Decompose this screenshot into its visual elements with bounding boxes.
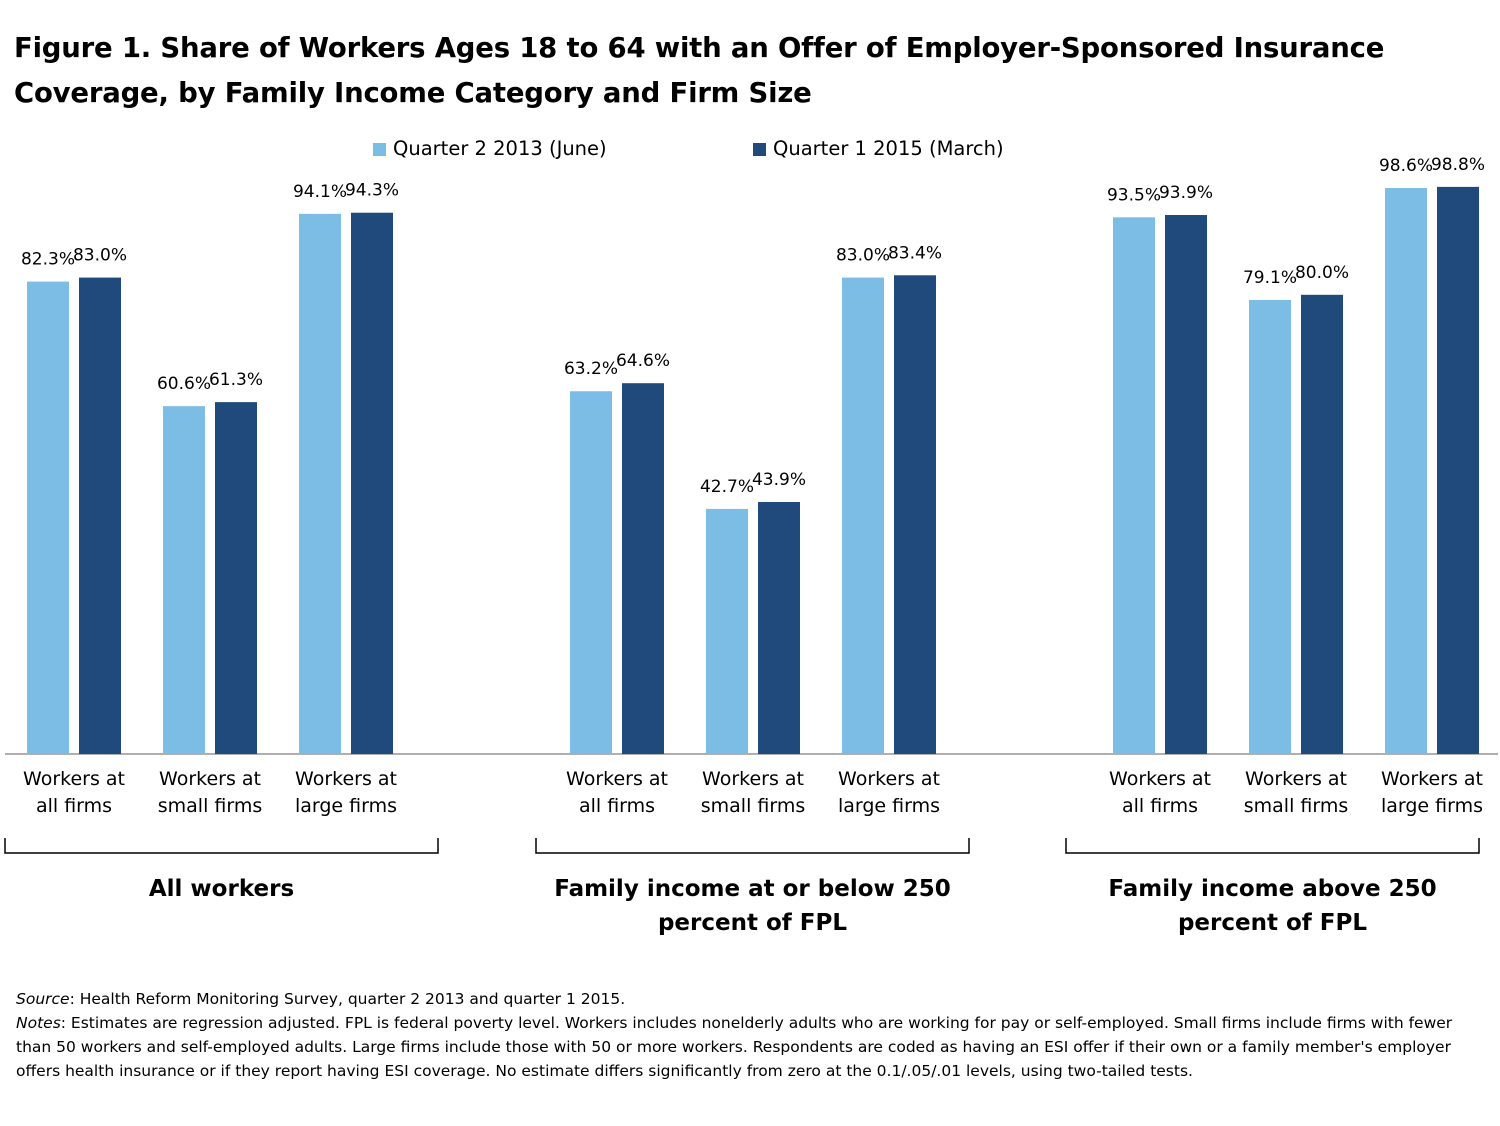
data-label-group1-cat2-series2: 61.3% — [209, 370, 263, 390]
category-label-group3-cat2: Workers at — [1245, 768, 1347, 790]
bar-group2-cat2-series1 — [706, 508, 748, 754]
bar-group2-cat3-series2 — [894, 275, 936, 754]
data-label-group1-cat2-series1: 60.6% — [157, 374, 211, 394]
data-label-group3-cat3-series1: 98.6% — [1379, 156, 1433, 176]
category-label-group1-cat3: Workers at — [295, 768, 397, 790]
chart-title: Figure 1. Share of Workers Ages 18 to 64… — [14, 32, 1385, 109]
data-label-group2-cat3-series1: 83.0% — [836, 246, 890, 266]
group-label-1: All workers — [149, 876, 294, 902]
data-label-group3-cat2-series2: 80.0% — [1295, 263, 1349, 283]
notes-text: : Estimates are regression adjusted. FPL… — [16, 1014, 1453, 1080]
bar-group3-cat3-series2 — [1437, 186, 1479, 754]
category-label-group2-cat3: Workers at — [838, 768, 940, 790]
data-label-group3-cat1-series2: 93.9% — [1159, 183, 1213, 203]
data-label-group2-cat3-series2: 83.4% — [888, 243, 942, 263]
category-label-group1-cat2: Workers at — [159, 768, 261, 790]
notes-note: Notes: Estimates are regression adjusted… — [16, 1011, 1486, 1083]
bar-group2-cat2-series2 — [758, 502, 800, 754]
legend-swatch-series-1 — [373, 142, 386, 156]
category-label-group2-cat1: all firms — [579, 795, 655, 817]
legend-label-series-2: Quarter 1 2015 (March) — [773, 137, 1004, 160]
data-label-group2-cat2-series2: 43.9% — [752, 470, 806, 490]
category-label-group1-cat3: large firms — [295, 795, 397, 817]
category-label-group3-cat3: large firms — [1381, 795, 1483, 817]
category-label-group2-cat2: Workers at — [702, 768, 804, 790]
legend-label-series-1: Quarter 2 2013 (June) — [393, 137, 607, 160]
bar-group2-cat3-series1 — [842, 277, 884, 754]
bar-group1-cat3-series2 — [351, 212, 393, 754]
bar-group1-cat2-series1 — [163, 406, 205, 754]
category-label-group3-cat3: Workers at — [1381, 768, 1483, 790]
group-label-2: Family income at or below 250 — [554, 876, 951, 902]
data-label-group2-cat1-series2: 64.6% — [616, 351, 670, 371]
notes-label: Notes — [16, 1014, 61, 1032]
data-label-group2-cat2-series1: 42.7% — [700, 477, 754, 497]
data-label-group3-cat1-series1: 93.5% — [1107, 185, 1161, 205]
bar-group1-cat2-series2 — [215, 402, 257, 754]
group-bracket-1 — [4, 838, 439, 854]
category-label-group1-cat1: Workers at — [23, 768, 125, 790]
data-label-group3-cat3-series2: 98.8% — [1431, 155, 1485, 175]
bar-group3-cat2-series1 — [1249, 299, 1291, 754]
bar-group3-cat1-series1 — [1113, 217, 1155, 754]
legend-item-series-1: Quarter 2 2013 (June) — [373, 134, 607, 164]
legend: Quarter 2 2013 (June) Quarter 1 2015 (Ma… — [0, 134, 1500, 164]
footnote: Source: Health Reform Monitoring Survey,… — [16, 987, 1486, 1083]
bar-group2-cat1-series2 — [622, 383, 664, 754]
category-label-group3-cat1: all firms — [1122, 795, 1198, 817]
bar-group2-cat1-series1 — [570, 391, 612, 754]
bar-group1-cat1-series1 — [27, 281, 69, 754]
legend-swatch-series-2 — [753, 142, 766, 156]
group-bracket-3 — [1065, 838, 1480, 854]
bar-group3-cat3-series1 — [1385, 188, 1427, 754]
category-label-group1-cat1: all firms — [36, 795, 112, 817]
data-label-group1-cat1-series2: 83.0% — [73, 246, 127, 266]
category-label-group3-cat1: Workers at — [1109, 768, 1211, 790]
category-label-group2-cat2: small firms — [701, 795, 806, 817]
bar-group3-cat1-series2 — [1165, 215, 1207, 755]
legend-item-series-2: Quarter 1 2015 (March) — [753, 134, 1004, 164]
category-label-group1-cat2: small firms — [158, 795, 263, 817]
category-label-group2-cat3: large firms — [838, 795, 940, 817]
group-bracket-2 — [535, 838, 970, 854]
group-label-3: Family income above 250 — [1108, 876, 1436, 902]
group-label-2: percent of FPL — [658, 910, 847, 936]
bar-group1-cat3-series1 — [299, 213, 341, 755]
source-label: Source — [16, 990, 70, 1008]
data-label-group1-cat3-series1: 94.1% — [293, 182, 347, 202]
bar-group1-cat1-series2 — [79, 277, 121, 754]
source-text: : Health Reform Monitoring Survey, quart… — [69, 990, 626, 1008]
source-note: Source: Health Reform Monitoring Survey,… — [16, 987, 1486, 1011]
data-label-group3-cat2-series1: 79.1% — [1243, 268, 1297, 288]
data-label-group1-cat3-series2: 94.3% — [345, 181, 399, 201]
category-label-group2-cat1: Workers at — [566, 768, 668, 790]
category-label-group3-cat2: small firms — [1244, 795, 1349, 817]
bar-group3-cat2-series2 — [1301, 294, 1343, 754]
data-label-group2-cat1-series1: 63.2% — [564, 359, 618, 379]
data-label-group1-cat1-series1: 82.3% — [21, 250, 75, 270]
group-label-3: percent of FPL — [1178, 910, 1367, 936]
